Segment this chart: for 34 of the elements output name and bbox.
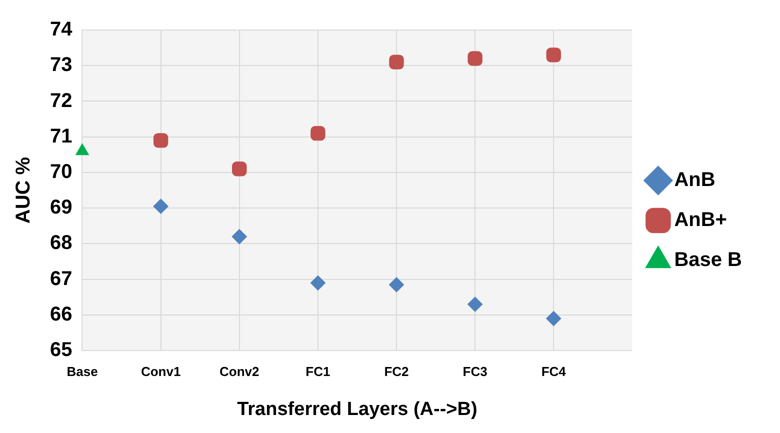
point — [153, 133, 168, 148]
y-tick-label: 65 — [50, 339, 72, 362]
point — [468, 296, 483, 312]
y-tick-label: 66 — [50, 303, 72, 326]
y-tick-label: 73 — [50, 54, 72, 76]
y-tick-label: 68 — [50, 232, 72, 254]
point — [153, 198, 168, 214]
point — [232, 229, 247, 244]
x-tick-label: FC2 — [384, 364, 409, 379]
point — [310, 126, 326, 141]
legend-label: Base B — [674, 249, 742, 272]
x-tick-label: Conv1 — [140, 364, 181, 379]
y-tick-label: 74 — [50, 18, 74, 41]
x-axis-title: Transferred Layers (A-->B) — [237, 398, 478, 420]
legend-label: AnB — [674, 169, 716, 192]
point — [468, 51, 482, 66]
point — [310, 275, 326, 290]
x-tick-label: Base — [66, 364, 98, 379]
y-tick-label: 72 — [50, 90, 72, 112]
point — [389, 277, 404, 292]
x-tick-label: Conv2 — [220, 364, 260, 379]
x-tick-label: FC3 — [462, 364, 488, 379]
point — [389, 54, 404, 70]
legend-label: AnB+ — [674, 209, 727, 232]
point — [546, 311, 562, 326]
y-tick-label: 71 — [50, 125, 72, 148]
y-tick-label: 69 — [50, 196, 72, 219]
point — [232, 162, 247, 176]
y-tick-label: 67 — [50, 268, 72, 290]
x-tick-label: FC1 — [306, 364, 330, 379]
y-axis-title: AUC % — [12, 156, 35, 224]
point — [546, 48, 561, 62]
y-tick-label: 70 — [50, 161, 72, 184]
x-tick-label: FC4 — [541, 364, 567, 379]
